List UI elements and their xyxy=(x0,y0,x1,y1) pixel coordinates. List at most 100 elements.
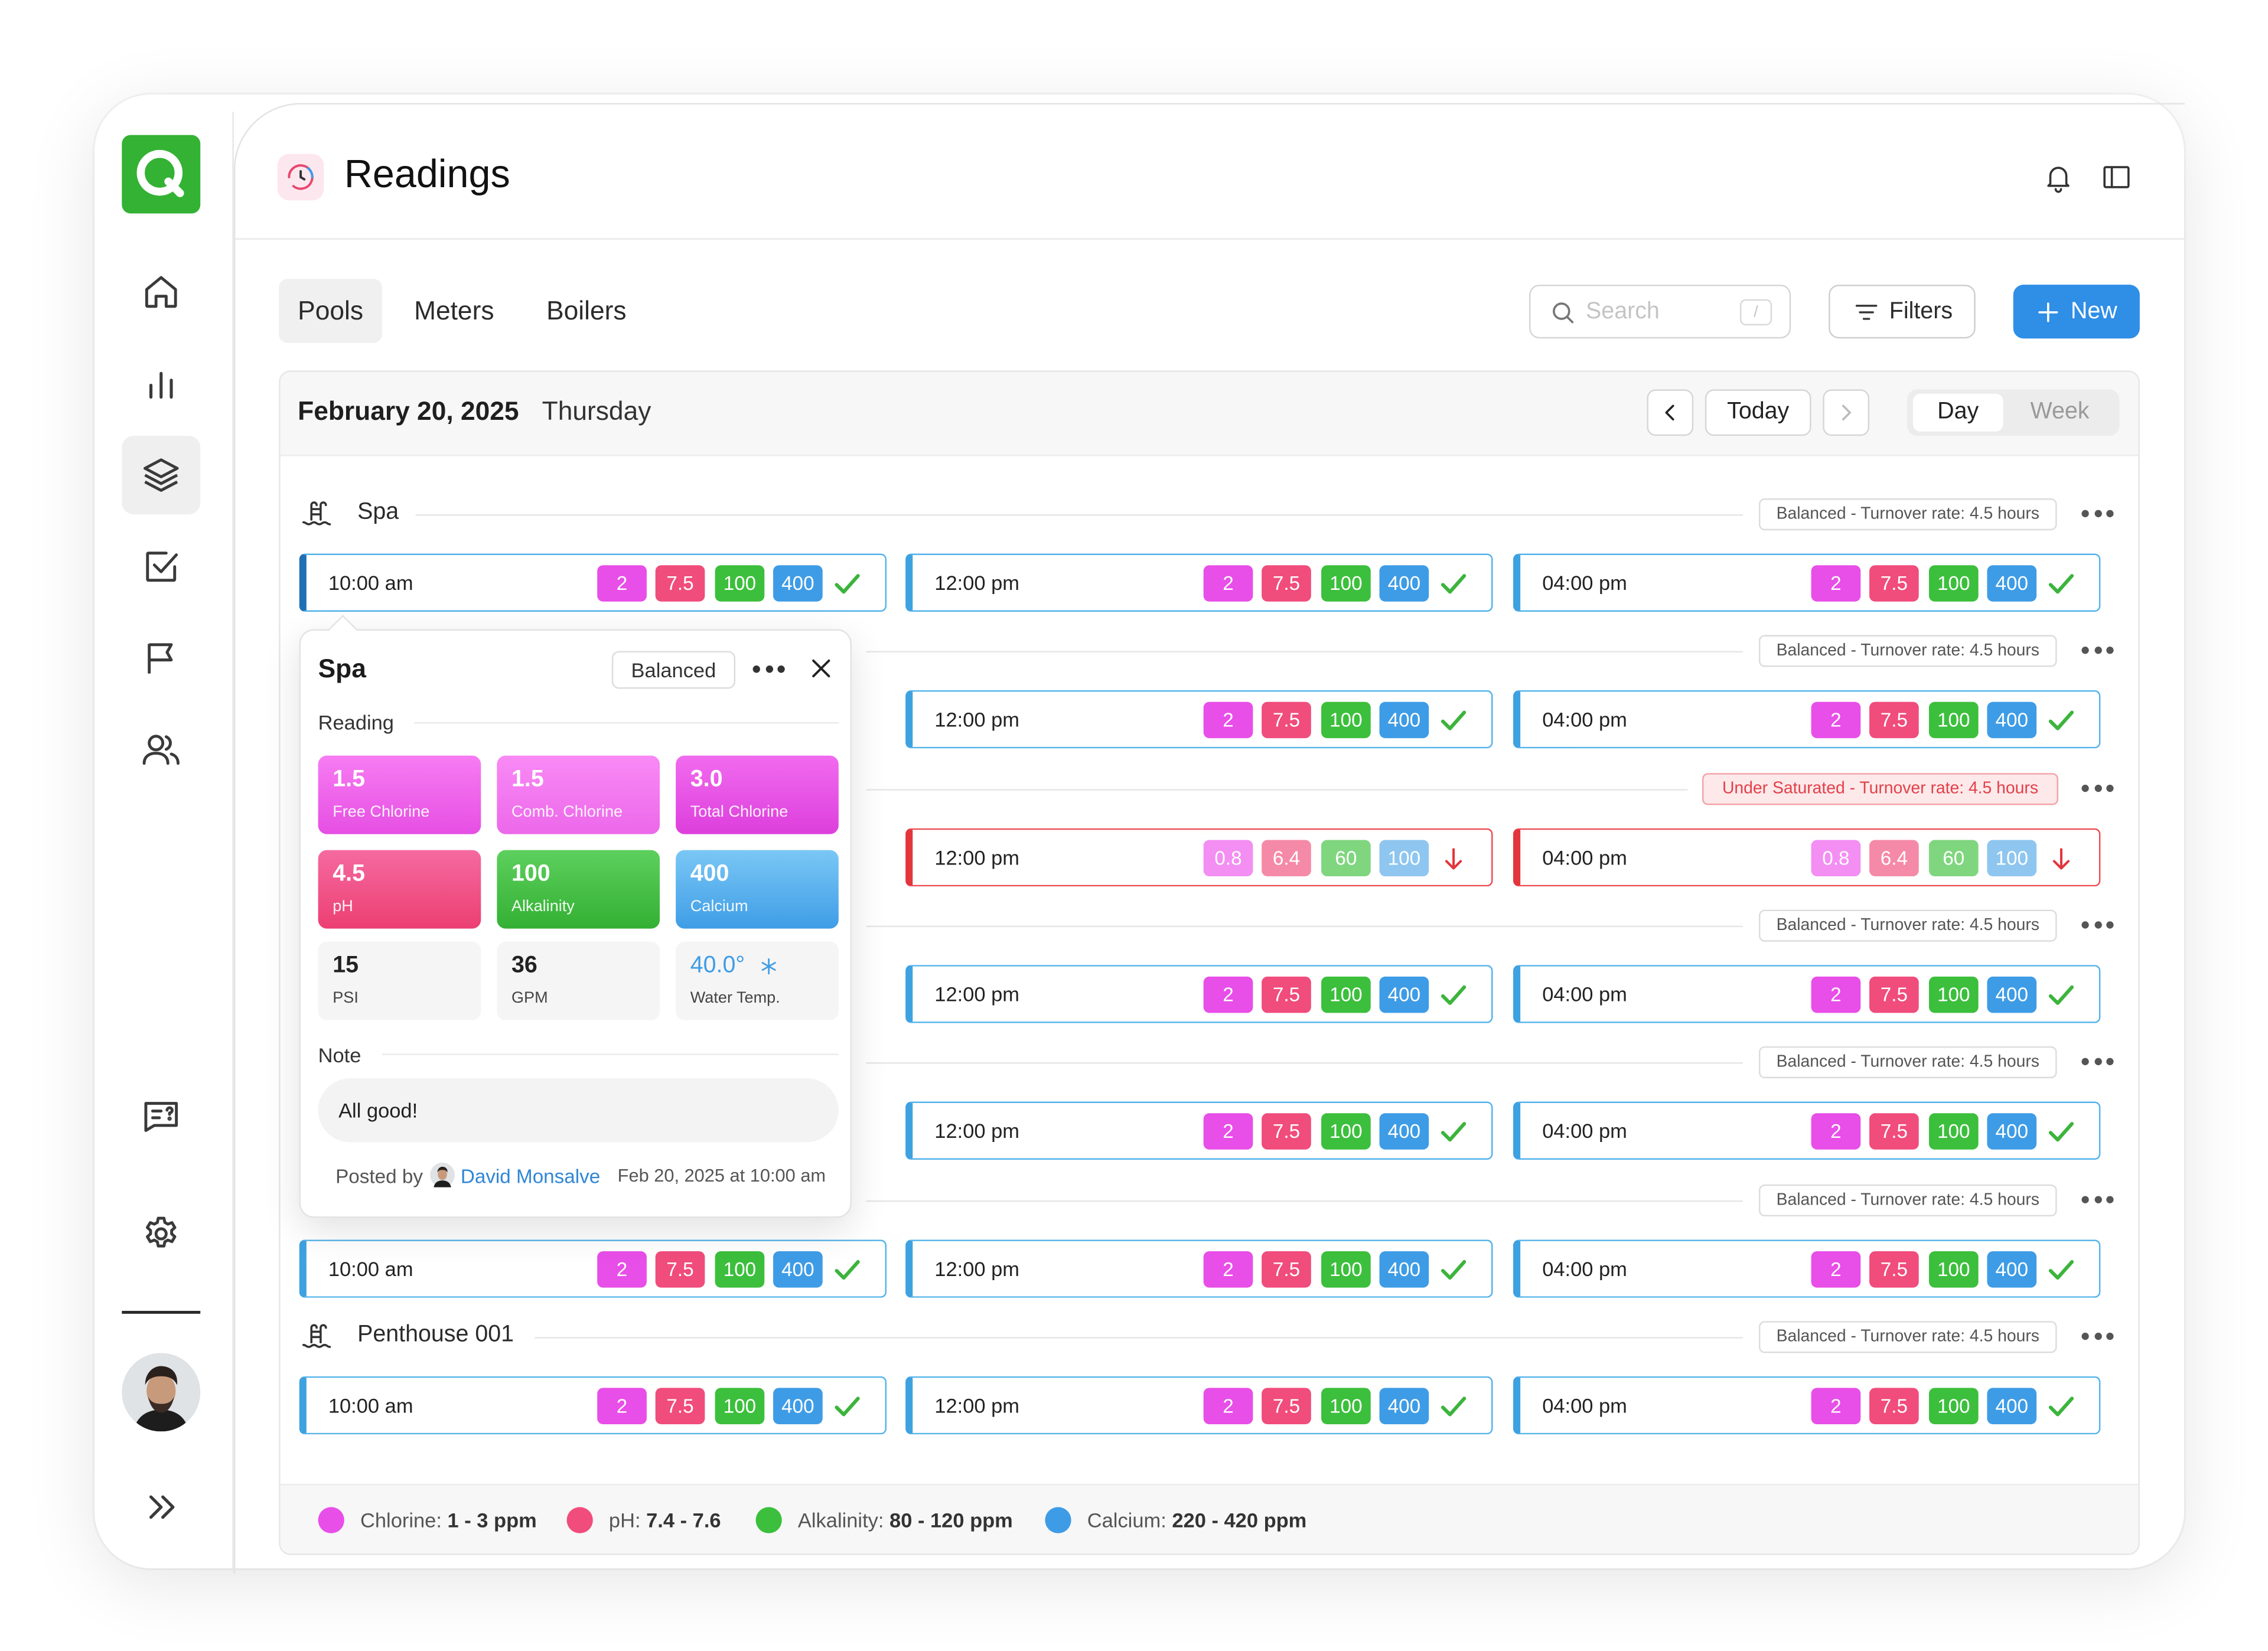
reading-chip: 2 xyxy=(1203,1251,1253,1288)
sidebar-item-home[interactable] xyxy=(122,253,200,331)
slot-time: 04:00 pm xyxy=(1542,982,1627,1006)
sidebar-toggle-icon[interactable] xyxy=(2100,161,2132,193)
reading-slot[interactable]: 12:00 pm 2 7.5 100 400 xyxy=(905,1376,1493,1435)
search-input[interactable] xyxy=(1586,296,1732,328)
reading-chip: 7.5 xyxy=(1869,565,1919,602)
home-icon xyxy=(145,276,177,308)
check-icon xyxy=(835,574,860,594)
sidebar-item-settings[interactable] xyxy=(122,1195,200,1273)
view-day[interactable]: Day xyxy=(1912,393,2003,432)
gauge-icon xyxy=(288,164,314,190)
tile-label: GPM xyxy=(511,989,548,1007)
chevron-right-icon xyxy=(1842,404,1852,421)
pool-status-badge: Balanced - Turnover rate: 4.5 hours xyxy=(1758,1046,2057,1079)
tab-meters[interactable]: Meters xyxy=(414,296,494,326)
pool-name: Spa xyxy=(357,500,399,525)
pool-divider xyxy=(866,1200,1743,1202)
posted-at: Feb 20, 2025 at 10:00 am xyxy=(617,1165,826,1186)
reading-slot[interactable]: 12:00 pm 2 7.5 100 400 xyxy=(905,690,1493,749)
reading-slot[interactable]: 10:00 am 2 7.5 100 400 xyxy=(299,553,887,612)
reading-slot[interactable]: 04:00 pm 2 7.5 100 400 xyxy=(1513,690,2101,749)
pool-more-button[interactable] xyxy=(2081,921,2114,930)
prev-day-button[interactable] xyxy=(1647,389,1694,436)
reading-chip: 7.5 xyxy=(655,1388,705,1424)
pool-more-button[interactable] xyxy=(2081,784,2114,794)
view-week[interactable]: Week xyxy=(2030,399,2090,425)
sidebar-item-readings[interactable] xyxy=(122,436,201,515)
sidebar-item-tasks[interactable] xyxy=(122,527,200,606)
bell-icon[interactable] xyxy=(2042,161,2074,193)
reading-chip: 7.5 xyxy=(1869,976,1919,1013)
layers-icon xyxy=(144,458,179,492)
legend-dot-ph xyxy=(566,1507,593,1533)
today-button[interactable]: Today xyxy=(1705,389,1811,436)
reading-chip: 0.8 xyxy=(1811,840,1861,876)
tab-boilers[interactable]: Boilers xyxy=(546,296,627,326)
user-avatar-icon xyxy=(122,1353,201,1432)
reading-chip: 6.4 xyxy=(1262,840,1311,876)
reading-chip: 2 xyxy=(1811,1251,1861,1288)
pool-more-button[interactable] xyxy=(2081,647,2114,655)
reading-slot[interactable]: 10:00 am 2 7.5 100 400 xyxy=(299,1239,887,1298)
reading-slot[interactable]: 12:00 pm 2 7.5 100 400 xyxy=(905,1239,1493,1298)
legend-name: pH: xyxy=(608,1508,641,1532)
reading-slot[interactable]: 04:00 pm 2 7.5 100 400 xyxy=(1513,1239,2101,1298)
reading-slot[interactable]: 12:00 pm 2 7.5 100 400 xyxy=(905,965,1493,1023)
legend-range: 7.4 - 7.6 xyxy=(646,1508,721,1532)
legend-ph: pH: 7.4 - 7.6 xyxy=(609,1509,721,1532)
search-shortcut: / xyxy=(1739,299,1772,326)
reading-chip: 400 xyxy=(1379,1251,1429,1288)
reading-slot[interactable]: 12:00 pm 0.8 6.4 60 100 xyxy=(905,828,1493,887)
reading-slot[interactable]: 04:00 pm 2 7.5 100 400 xyxy=(1513,965,2101,1023)
sidebar-divider xyxy=(232,112,234,1573)
reading-slot[interactable]: 04:00 pm 2 7.5 100 400 xyxy=(1513,553,2101,612)
legend-chlorine: Chlorine: 1 - 3 ppm xyxy=(360,1509,537,1532)
tile-psi: 15 PSI xyxy=(318,941,481,1020)
author-link[interactable]: David Monsalve xyxy=(460,1165,601,1187)
legend-calcium: Calcium: 220 - 420 ppm xyxy=(1087,1509,1307,1532)
app-logo[interactable] xyxy=(122,135,201,214)
tab-pools[interactable]: Pools xyxy=(279,279,382,343)
sidebar-item-flags[interactable] xyxy=(122,619,200,697)
pool-more-button[interactable] xyxy=(2081,510,2114,519)
reading-slot[interactable]: 12:00 pm 2 7.5 100 400 xyxy=(905,553,1493,612)
pool-more-button[interactable] xyxy=(2081,1332,2114,1342)
reading-slot[interactable]: 10:00 am 2 7.5 100 400 xyxy=(299,1376,887,1435)
popover-more-button[interactable] xyxy=(752,665,785,674)
slot-time: 12:00 pm xyxy=(934,571,1019,595)
reading-chip: 7.5 xyxy=(1262,976,1311,1013)
reading-slot[interactable]: 12:00 pm 2 7.5 100 400 xyxy=(905,1101,1493,1160)
search-box[interactable]: / xyxy=(1529,285,1791,339)
popover-title: Spa xyxy=(318,654,366,683)
check-icon xyxy=(1441,985,1467,1005)
expand-sidebar-button[interactable] xyxy=(122,1468,200,1546)
tile-total-chlorine: 3.0 Total Chlorine xyxy=(676,755,839,834)
sidebar-item-feedback[interactable] xyxy=(122,1077,200,1156)
pool-more-button[interactable] xyxy=(2081,1058,2114,1067)
reading-chip: 2 xyxy=(597,1388,647,1424)
reading-chip: 400 xyxy=(773,1251,823,1288)
checkbox-icon xyxy=(146,552,178,582)
pool-more-button[interactable] xyxy=(2081,1196,2114,1205)
reading-chip: 100 xyxy=(1928,1388,1979,1424)
reading-chip: 400 xyxy=(773,1388,823,1424)
new-button[interactable]: New xyxy=(2013,285,2140,339)
reading-slot[interactable]: 04:00 pm 2 7.5 100 400 xyxy=(1513,1101,2101,1160)
sidebar-item-team[interactable] xyxy=(122,710,200,789)
reading-slot[interactable]: 04:00 pm 2 7.5 100 400 xyxy=(1513,1376,2101,1435)
tile-gpm: 36 GPM xyxy=(497,941,660,1020)
arrow-down-icon xyxy=(2052,848,2070,870)
reading-slot[interactable]: 04:00 pm 0.8 6.4 60 100 xyxy=(1513,828,2101,887)
slot-time: 04:00 pm xyxy=(1542,707,1627,731)
tile-label: Water Temp. xyxy=(690,989,780,1007)
reading-chip: 60 xyxy=(1928,840,1979,876)
next-day-button[interactable] xyxy=(1823,389,1870,436)
filters-button[interactable]: Filters xyxy=(1829,285,1976,339)
reading-chip: 2 xyxy=(1203,1113,1253,1150)
sidebar-item-analytics[interactable] xyxy=(122,344,200,423)
avatar[interactable] xyxy=(122,1353,201,1432)
close-icon[interactable] xyxy=(810,657,833,680)
header-divider xyxy=(235,238,2185,240)
reading-chip: 7.5 xyxy=(1869,1388,1919,1424)
pool-status-badge: Balanced - Turnover rate: 4.5 hours xyxy=(1758,909,2057,942)
